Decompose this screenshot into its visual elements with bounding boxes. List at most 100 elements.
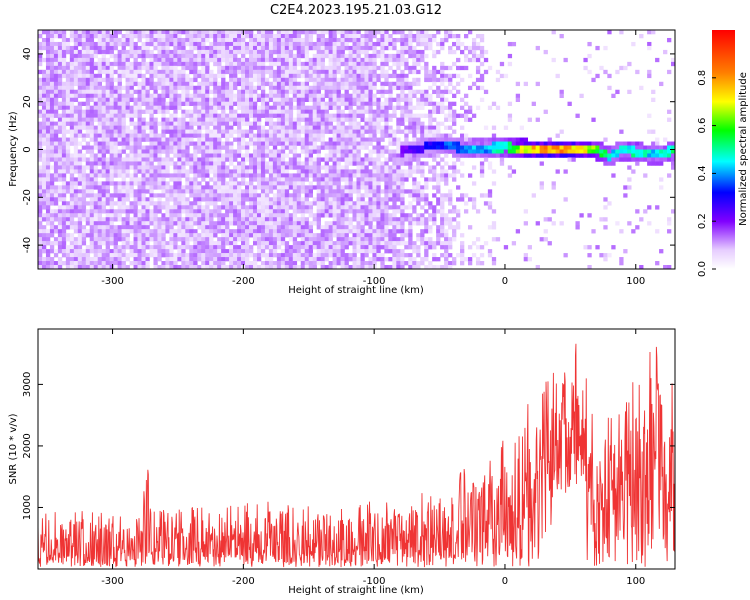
- spectrogram-cell: [189, 153, 194, 158]
- spectrogram-cell: [157, 249, 162, 254]
- spectrogram-cell: [308, 165, 314, 170]
- spectrogram-cell: [145, 257, 150, 262]
- spectrogram-cell: [205, 57, 210, 63]
- spectrogram-cell: [57, 257, 63, 262]
- spectrogram-cell: [45, 221, 51, 226]
- spectrogram-cell: [38, 113, 43, 118]
- spectrogram-cell: [304, 261, 310, 266]
- spectrogram-cell: [352, 117, 357, 122]
- spectrogram-cell: [272, 33, 278, 39]
- spectrogram-cell: [260, 209, 266, 214]
- spectrogram-cell: [348, 53, 353, 59]
- spectrogram-cell: [400, 129, 405, 134]
- spectrogram-cell: [332, 77, 337, 83]
- spectrogram-cell: [268, 73, 274, 79]
- spectrogram-cell: [57, 125, 63, 130]
- spectrogram-cell: [173, 217, 178, 222]
- spectrogram-cell: [45, 137, 51, 142]
- spectrogram-cell: [356, 53, 361, 59]
- spectrogram-cell: [324, 77, 329, 83]
- spectrogram-cell: [268, 217, 274, 222]
- spectrogram-cell: [360, 117, 365, 122]
- spectrogram-cell: [372, 249, 377, 254]
- spectrogram-cell: [268, 97, 274, 102]
- spectrogram-cell: [61, 101, 67, 106]
- spectrogram-cell: [324, 145, 329, 150]
- spectrogram-cell: [101, 225, 106, 230]
- spectrogram-cell: [272, 229, 278, 234]
- spectrogram-cell: [169, 49, 174, 55]
- spectrogram-cell: [368, 265, 373, 269]
- spectrogram-cell: [117, 133, 122, 138]
- spectrogram-cell: [81, 201, 87, 206]
- spectrogram-cell: [276, 233, 282, 238]
- spectrogram-cell: [173, 109, 178, 114]
- spectrogram-cell: [304, 157, 310, 162]
- spectrogram-cell: [117, 81, 122, 87]
- spectrogram-cell: [57, 81, 63, 87]
- spectrogram-cell: [308, 189, 314, 194]
- spectrogram-cell: [97, 209, 102, 214]
- spectrogram-cell: [300, 81, 306, 87]
- spectrogram-cell: [332, 129, 337, 134]
- spectrogram-cell: [396, 85, 401, 91]
- spectrogram-cell: [292, 33, 298, 39]
- spectrogram-cell: [209, 113, 214, 118]
- spectrogram-cell: [241, 65, 246, 71]
- spectrogram-cell: [177, 61, 182, 67]
- spectrogram-cell: [161, 73, 166, 79]
- spectrogram-cell: [165, 85, 170, 91]
- spectrogram-cell: [221, 129, 226, 134]
- spectrogram-cell: [73, 169, 79, 174]
- spectrogram-cell: [360, 129, 365, 134]
- spectrogram-cell: [304, 45, 310, 51]
- spectrogram-cell: [249, 157, 254, 162]
- spectrogram-cell: [77, 233, 83, 238]
- spectrogram-cell: [217, 30, 222, 35]
- spectrogram-cell: [38, 57, 43, 63]
- spectrogram-cell: [221, 89, 226, 95]
- spectrogram-cell: [376, 157, 381, 162]
- spectrogram-cell: [388, 129, 393, 134]
- spectrogram-cell: [268, 89, 274, 95]
- spectrogram-cell: [121, 105, 126, 110]
- spectrogram-cell: [260, 65, 266, 71]
- spectrogram-cell: [268, 85, 274, 91]
- spectrogram-cell: [237, 113, 242, 118]
- spectrogram-cell: [368, 81, 373, 87]
- spectrogram-cell: [209, 45, 214, 51]
- spectrogram-cell: [117, 265, 122, 269]
- spectrogram-cell: [205, 189, 210, 194]
- spectrogram-cell: [280, 181, 286, 186]
- spectrogram-cell: [320, 49, 325, 55]
- spectrogram-cell: [121, 41, 126, 47]
- spectrogram-cell: [41, 153, 47, 158]
- spectrogram-cell: [117, 205, 122, 210]
- spectrogram-cell: [125, 33, 130, 39]
- spectrogram-cell: [392, 73, 397, 79]
- spectrogram-cell: [320, 141, 325, 146]
- spectrogram-cell: [340, 169, 345, 174]
- spectrogram-cell: [61, 109, 67, 114]
- spectrogram-cell: [141, 85, 146, 91]
- spectrogram-cell: [161, 229, 166, 234]
- spectrogram-cell: [288, 45, 294, 51]
- spectrogram-cell: [205, 229, 210, 234]
- spectrogram-cell: [396, 93, 401, 99]
- spectrogram-cell: [336, 221, 341, 226]
- spectrogram-cell: [312, 53, 317, 59]
- spectrogram-cell: [137, 265, 142, 269]
- spectrogram-cell: [252, 85, 258, 91]
- spectrogram-cell: [41, 189, 47, 194]
- spectrogram-cell: [268, 169, 274, 174]
- spectrogram-cell: [256, 141, 262, 146]
- spectrogram-cell: [97, 181, 102, 186]
- spectrogram-cell: [296, 129, 302, 134]
- spectrogram-cell: [312, 265, 317, 269]
- spectrogram-cell: [77, 61, 83, 67]
- spectrogram-cell: [209, 249, 214, 254]
- spectrogram-cell: [241, 241, 246, 246]
- spectrogram-cell: [332, 209, 337, 214]
- spectrogram-cell: [328, 201, 333, 206]
